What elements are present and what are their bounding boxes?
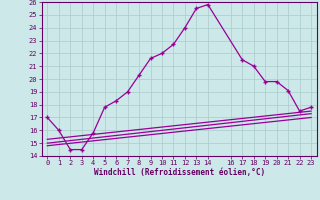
X-axis label: Windchill (Refroidissement éolien,°C): Windchill (Refroidissement éolien,°C): [94, 168, 265, 177]
